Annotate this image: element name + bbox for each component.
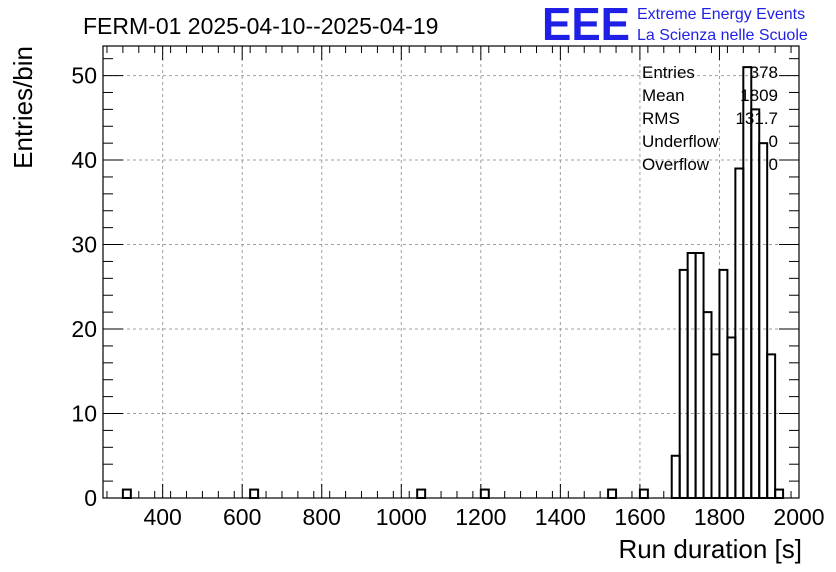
histogram-bin bbox=[479, 488, 490, 499]
stat-label: Mean bbox=[642, 86, 685, 105]
histogram-bin bbox=[726, 336, 737, 499]
stats-box: Entries 378 Mean 1809 RMS 131.7 Underflow 0 Over… bbox=[642, 63, 778, 174]
histogram-bin bbox=[638, 488, 649, 499]
stat-label: Underflow bbox=[642, 132, 719, 151]
stat-value: 378 bbox=[750, 63, 778, 82]
stat-value: 0 bbox=[769, 155, 778, 174]
y-tick-label: 30 bbox=[71, 232, 97, 258]
logo-line-2: La Scienza nelle Scuole bbox=[637, 27, 808, 44]
stat-label: RMS bbox=[642, 109, 680, 128]
histogram-bin bbox=[416, 488, 427, 499]
histogram-bin bbox=[718, 268, 729, 499]
plot-frame bbox=[102, 45, 800, 499]
histogram-bin bbox=[121, 488, 132, 499]
histogram-bin bbox=[702, 311, 713, 499]
logo-line-1: Extreme Energy Events bbox=[637, 6, 805, 23]
histogram-bin bbox=[670, 454, 681, 500]
histogram-bin bbox=[249, 488, 260, 499]
x-tick-label: 1400 bbox=[535, 504, 586, 530]
histogram-bin bbox=[750, 108, 761, 500]
histogram-bin bbox=[607, 488, 618, 499]
x-tick-label: 800 bbox=[303, 504, 341, 530]
stat-value: 1809 bbox=[740, 86, 778, 105]
histogram-bin bbox=[766, 353, 777, 500]
chart-header: FERM-01 2025-04-10--2025-04-19 EEE Extre… bbox=[83, 0, 808, 50]
x-tick-label: 1600 bbox=[614, 504, 665, 530]
grid-lines bbox=[103, 46, 799, 498]
y-tick-label: 10 bbox=[71, 401, 97, 427]
histogram-bin bbox=[734, 167, 745, 499]
histogram-bin bbox=[758, 142, 769, 499]
histogram-bin bbox=[678, 268, 689, 499]
x-axis: 400 600 800 1000 1200 1400 1600 1800 2000 bbox=[106, 46, 825, 530]
x-axis-title: Run duration [s] bbox=[618, 534, 802, 564]
x-tick-label: 600 bbox=[223, 504, 261, 530]
y-tick-label: 40 bbox=[71, 147, 97, 173]
eee-logo: EEE bbox=[542, 0, 630, 50]
stat-label: Overflow bbox=[642, 155, 710, 174]
histogram-bin bbox=[694, 251, 705, 499]
y-tick-label: 20 bbox=[71, 316, 97, 342]
y-axis-title: Entries/bin bbox=[8, 46, 38, 169]
x-tick-label: 1000 bbox=[376, 504, 427, 530]
stat-value: 131.7 bbox=[735, 109, 778, 128]
chart-title: FERM-01 2025-04-10--2025-04-19 bbox=[83, 13, 438, 39]
x-tick-label: 1800 bbox=[694, 504, 745, 530]
y-axis: 0 10 20 30 40 50 bbox=[71, 58, 799, 511]
y-tick-label: 50 bbox=[71, 63, 97, 89]
histogram-bin bbox=[774, 488, 785, 499]
stat-value: 0 bbox=[769, 132, 778, 151]
histogram-bin bbox=[742, 66, 753, 500]
stat-label: Entries bbox=[642, 63, 695, 82]
x-tick-label: 2000 bbox=[773, 504, 824, 530]
x-tick-label: 400 bbox=[143, 504, 181, 530]
x-tick-label: 1200 bbox=[455, 504, 506, 530]
y-tick-label: 0 bbox=[84, 485, 97, 511]
histogram-bin bbox=[710, 353, 721, 500]
histogram-bin bbox=[686, 251, 697, 499]
